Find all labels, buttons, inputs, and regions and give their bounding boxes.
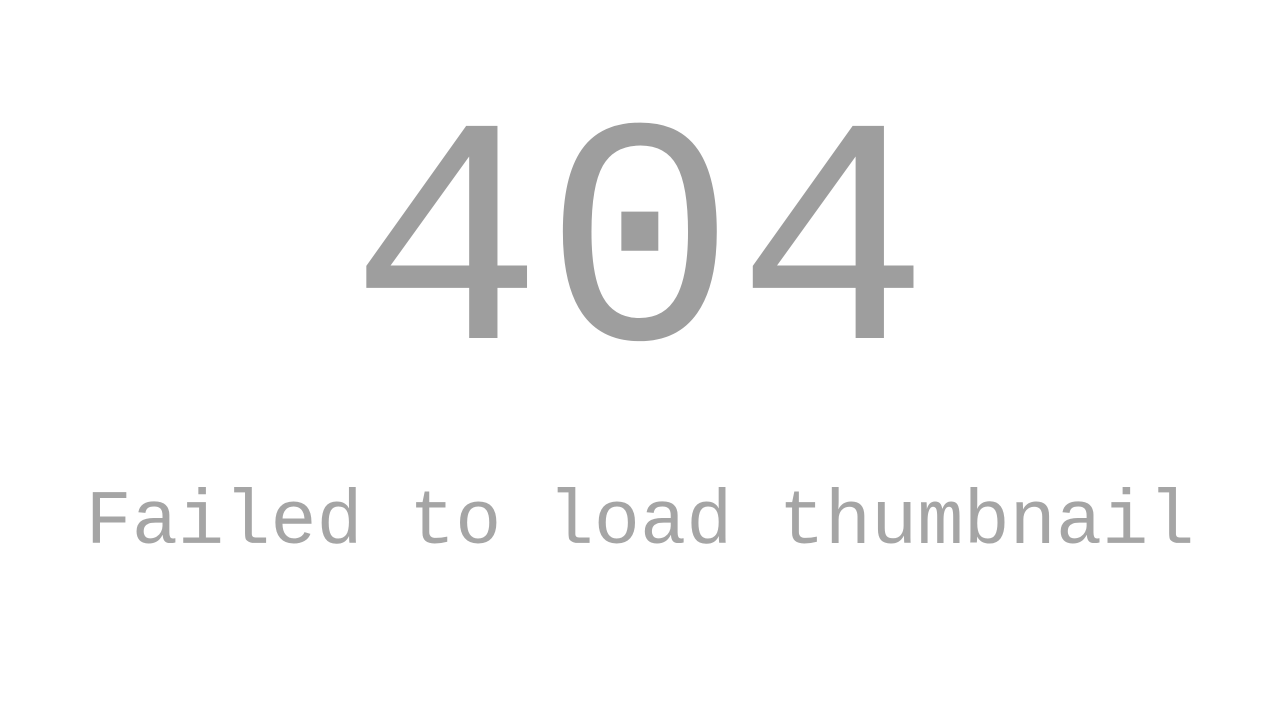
error-code: 404 [350, 70, 930, 435]
error-message: Failed to load thumbnail [85, 480, 1195, 567]
